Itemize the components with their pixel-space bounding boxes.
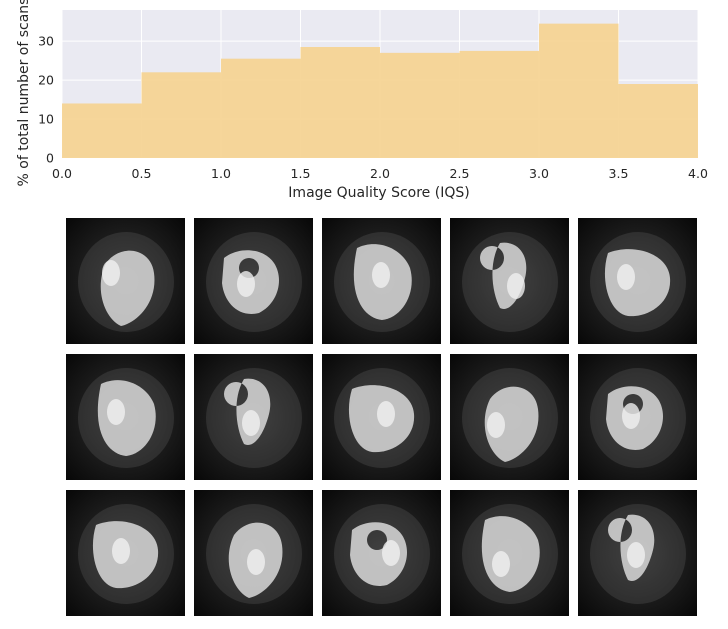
mri-slice-shape — [78, 504, 174, 604]
mri-slice-shape — [206, 232, 302, 332]
histogram-bar — [141, 72, 221, 158]
histogram-bar — [221, 58, 301, 158]
x-tick-label: 0.5 — [132, 166, 152, 181]
mri-image — [578, 490, 697, 616]
x-axis-ticks: 0.0 0.5 1.0 1.5 2.0 2.5 3.0 3.5 4.0 — [52, 166, 708, 181]
mri-slice-shape — [334, 368, 430, 468]
x-tick-label: 2.5 — [450, 166, 470, 181]
mri-image — [322, 490, 441, 616]
x-tick-label: 2.0 — [370, 166, 390, 181]
y-axis-ticks: 0 10 20 30 — [38, 34, 54, 166]
mri-slice-shape — [78, 232, 174, 332]
mri-image — [322, 354, 441, 480]
mri-image — [194, 218, 313, 344]
mri-image — [66, 354, 185, 480]
histogram-bar — [618, 84, 698, 158]
histogram-bar — [459, 50, 539, 158]
y-axis-label: % of total number of scans — [16, 0, 32, 186]
mri-slice-shape — [590, 368, 686, 468]
mri-slice-shape — [334, 232, 430, 332]
mri-slice-shape — [78, 368, 174, 468]
histogram-chart: 0.0 0.5 1.0 1.5 2.0 2.5 3.0 3.5 4.0 0 10 20 30 Imag… — [16, 0, 708, 201]
x-tick-label: 3.5 — [609, 166, 629, 181]
x-tick-label: 3.0 — [529, 166, 549, 181]
y-tick-label: 30 — [38, 34, 54, 49]
mri-slice-shape — [206, 504, 302, 604]
histogram-bar — [380, 52, 460, 159]
histogram-bar — [62, 103, 142, 158]
mri-slice-shape — [462, 504, 558, 604]
histogram-bar — [539, 23, 619, 159]
mri-image — [66, 490, 185, 616]
mri-image — [450, 218, 569, 344]
mri-image — [194, 490, 313, 616]
plot-area — [61, 10, 699, 159]
mri-image — [578, 354, 697, 480]
x-tick-label: 4.0 — [688, 166, 708, 181]
mri-image — [322, 218, 441, 344]
x-tick-label: 0.0 — [52, 166, 72, 181]
mri-slice-shape — [462, 368, 558, 468]
mri-image — [450, 490, 569, 616]
mri-slice-shape — [590, 232, 686, 332]
mri-image — [450, 354, 569, 480]
cardiac-image-grid — [66, 218, 697, 616]
mri-image — [66, 218, 185, 344]
mri-slice-shape — [206, 368, 302, 468]
histogram-bar — [300, 47, 380, 158]
y-tick-label: 10 — [38, 112, 54, 127]
y-tick-label: 20 — [38, 73, 54, 88]
mri-image — [194, 354, 313, 480]
mri-image — [578, 218, 697, 344]
mri-slice-shape — [462, 232, 558, 332]
x-tick-label: 1.5 — [291, 166, 311, 181]
x-axis-label: Image Quality Score (IQS) — [288, 185, 469, 201]
y-tick-label: 0 — [46, 151, 54, 166]
mri-slice-shape — [590, 504, 686, 604]
mri-slice-shape — [334, 504, 430, 604]
x-tick-label: 1.0 — [211, 166, 231, 181]
